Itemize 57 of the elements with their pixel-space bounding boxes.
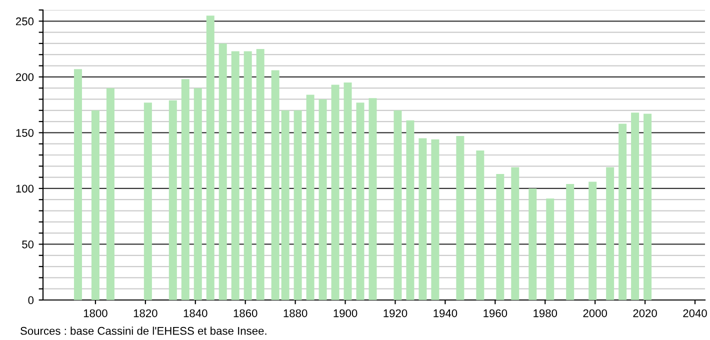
bar [271, 70, 280, 300]
bar [331, 84, 340, 300]
y-tick-label: 0 [28, 296, 34, 304]
x-tick-label: 1980 [534, 309, 558, 318]
bar [546, 198, 554, 300]
y-tick-label: 250 [16, 17, 34, 26]
bar [431, 139, 440, 300]
bar [456, 136, 464, 300]
bar [91, 110, 100, 300]
y-tick-label: 150 [16, 128, 34, 137]
y-tick-label: 200 [16, 73, 34, 82]
source-note: Sources : base Cassini de l'EHESS et base Insee. [20, 326, 266, 335]
bar [194, 88, 202, 300]
y-tick-label: 100 [16, 184, 34, 193]
x-tick-label: 1860 [234, 309, 258, 318]
bar [231, 51, 240, 300]
x-tick-label: 1920 [384, 309, 408, 318]
bar [496, 174, 504, 300]
bar [168, 100, 177, 300]
bar [206, 16, 214, 300]
x-tick-label: 2040 [683, 309, 707, 318]
bar [618, 124, 627, 300]
y-tick-label: 50 [22, 240, 34, 248]
x-tick-label: 1800 [84, 309, 108, 318]
x-tick-label: 1900 [334, 309, 358, 318]
bar [606, 167, 614, 300]
bar [368, 98, 377, 300]
bar [244, 51, 252, 300]
x-tick-label: 1840 [184, 309, 208, 318]
x-tick-label: 2000 [583, 309, 608, 318]
bar [356, 102, 364, 300]
bar [644, 114, 652, 300]
bar [144, 102, 152, 300]
bar [631, 112, 640, 300]
bar [511, 167, 520, 300]
bar [318, 99, 327, 300]
bar [418, 138, 427, 300]
bar [566, 184, 574, 300]
bar [294, 110, 302, 300]
x-tick-label: 1820 [134, 309, 158, 318]
x-tick-label: 2020 [633, 309, 657, 318]
x-tick-label: 1940 [434, 309, 458, 318]
x-tick-label: 1880 [284, 309, 308, 318]
bar [106, 88, 114, 300]
bar [218, 43, 227, 300]
bar [281, 110, 290, 300]
bar [74, 69, 82, 300]
bar [256, 49, 264, 300]
bar [306, 94, 314, 300]
bar [406, 120, 414, 300]
bar [528, 188, 537, 300]
bar [588, 182, 597, 300]
x-tick-label: 1960 [484, 309, 508, 318]
bar [476, 150, 484, 300]
bar [181, 79, 190, 300]
bar [394, 110, 402, 300]
bar [344, 82, 352, 300]
